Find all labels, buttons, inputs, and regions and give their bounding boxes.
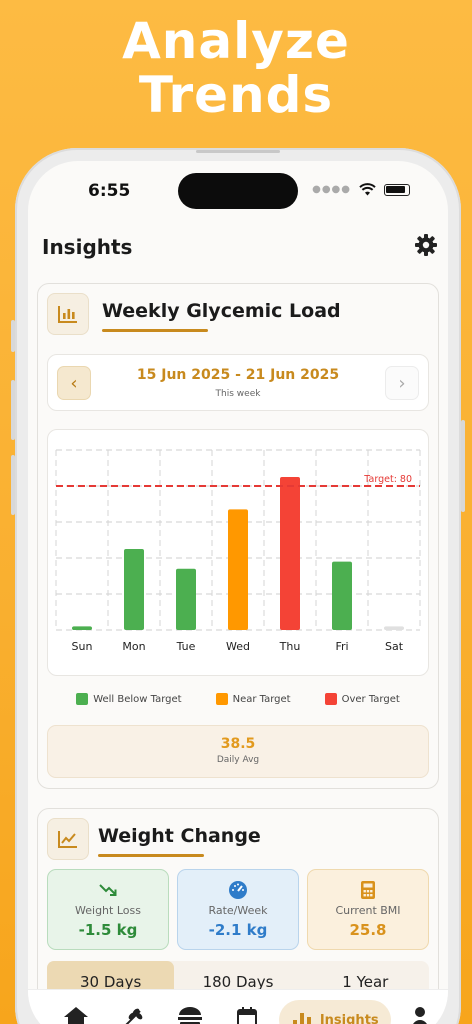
signal-icon: ●●●● xyxy=(312,184,351,195)
legend-item: Well Below Target xyxy=(76,693,182,705)
tab-food[interactable] xyxy=(105,990,162,1024)
x-tick-label: Sun xyxy=(72,640,93,653)
phone-speaker xyxy=(196,150,280,153)
week-selector: ‹ 15 Jun 2025 - 21 Jun 2025 This week › xyxy=(47,354,429,411)
glycemic-load-card: Weekly Glycemic Load ‹ 15 Jun 2025 - 21 … xyxy=(37,283,439,789)
chart-container: Sun Mon Tue Wed Thu Fri Sat Target: 80 xyxy=(47,429,429,676)
legend-swatch-orange xyxy=(215,693,228,705)
dynamic-island xyxy=(178,173,298,209)
chart-bar xyxy=(332,561,352,630)
card-title: Weight Change xyxy=(98,825,261,847)
card-title: Weekly Glycemic Load xyxy=(102,300,341,322)
chart-bar xyxy=(280,477,300,630)
profile-icon xyxy=(412,1007,427,1024)
stat-label: Weight Loss xyxy=(75,904,141,917)
next-week-button[interactable]: › xyxy=(385,366,419,400)
legend-swatch-green xyxy=(76,693,89,705)
speedometer-icon xyxy=(178,880,298,900)
stat-value: 25.8 xyxy=(349,921,387,939)
x-tick-label: Fri xyxy=(335,640,348,653)
week-subtitle: This week xyxy=(215,389,261,399)
x-tick-label: Thu xyxy=(279,640,301,653)
app-screen: 6:55 ●●●● Insights xyxy=(28,161,448,1024)
tab-bar: Insights xyxy=(28,989,448,1024)
chart-bar xyxy=(384,626,404,630)
phone-side-button xyxy=(11,455,15,515)
glycemic-bar-chart: Sun Mon Tue Wed Thu Fri Sat Target: 80 xyxy=(55,449,421,653)
phone-side-button xyxy=(461,420,465,512)
stat-value: -2.1 kg xyxy=(208,921,268,939)
daily-average: 38.5 Daily Avg xyxy=(47,725,429,778)
tab-profile[interactable] xyxy=(391,990,448,1024)
x-tick-label: Wed xyxy=(226,640,250,653)
battery-icon xyxy=(384,183,410,196)
title-underline xyxy=(98,854,204,857)
legend-item: Over Target xyxy=(324,693,400,705)
target-label: Target: 80 xyxy=(363,474,412,485)
chevron-left-icon: ‹ xyxy=(70,372,78,394)
tab-calendar[interactable] xyxy=(219,990,276,1024)
meal-bowl-icon xyxy=(178,1007,203,1024)
home-icon xyxy=(64,1007,89,1024)
phone-side-button xyxy=(11,320,15,352)
range-180-days[interactable]: 180 Days xyxy=(202,973,274,991)
status-time: 6:55 xyxy=(88,181,131,201)
chart-bar xyxy=(228,509,248,630)
tab-insights[interactable]: Insights xyxy=(279,1000,392,1024)
week-range: 15 Jun 2025 - 21 Jun 2025 xyxy=(136,367,340,383)
stat-current-bmi: Current BMI 25.8 xyxy=(307,869,429,950)
wifi-icon xyxy=(359,183,376,196)
settings-gear-icon[interactable] xyxy=(414,233,438,257)
stat-label: Current BMI xyxy=(335,904,401,917)
chart-legend: Well Below Target Near Target Over Targe… xyxy=(38,693,438,705)
stat-label: Rate/Week xyxy=(208,904,268,917)
legend-label: Near Target xyxy=(232,693,291,705)
chart-bar xyxy=(176,568,196,630)
calendar-icon xyxy=(236,1007,257,1024)
previous-week-button[interactable]: ‹ xyxy=(57,366,91,400)
legend-label: Well Below Target xyxy=(93,693,182,705)
daily-average-label: Daily Avg xyxy=(216,755,260,765)
promo-headline: Analyze Trends xyxy=(0,14,472,122)
status-icons: ●●●● xyxy=(312,183,410,196)
stat-rate-week: Rate/Week -2.1 kg xyxy=(177,869,299,950)
chevron-right-icon: › xyxy=(398,372,406,394)
trending-down-icon xyxy=(48,880,168,900)
wheat-icon xyxy=(125,1008,143,1024)
promo-headline-line2: Trends xyxy=(138,66,334,124)
legend-item: Near Target xyxy=(215,693,291,705)
x-tick-label: Mon xyxy=(122,640,145,653)
line-chart-icon xyxy=(47,818,89,860)
range-1-year[interactable]: 1 Year xyxy=(342,973,389,991)
insights-bar-icon xyxy=(292,1013,311,1024)
daily-average-value: 38.5 xyxy=(220,736,256,752)
x-tick-label: Tue xyxy=(176,640,196,653)
stat-value: -1.5 kg xyxy=(78,921,138,939)
tab-meals[interactable] xyxy=(162,990,219,1024)
page-title: Insights xyxy=(42,235,133,259)
title-underline xyxy=(102,329,208,332)
chart-bar xyxy=(124,549,144,630)
tab-insights-label: Insights xyxy=(319,1012,379,1024)
legend-label: Over Target xyxy=(341,693,400,705)
tab-home[interactable] xyxy=(48,990,105,1024)
calculator-icon xyxy=(308,880,428,900)
phone-side-button xyxy=(11,380,15,440)
legend-swatch-red xyxy=(324,693,337,705)
promo-headline-line1: Analyze xyxy=(122,12,350,70)
x-tick-label: Sat xyxy=(385,640,404,653)
bar-chart-icon xyxy=(47,293,89,335)
stat-weight-loss: Weight Loss -1.5 kg xyxy=(47,869,169,950)
chart-bar xyxy=(72,626,92,630)
